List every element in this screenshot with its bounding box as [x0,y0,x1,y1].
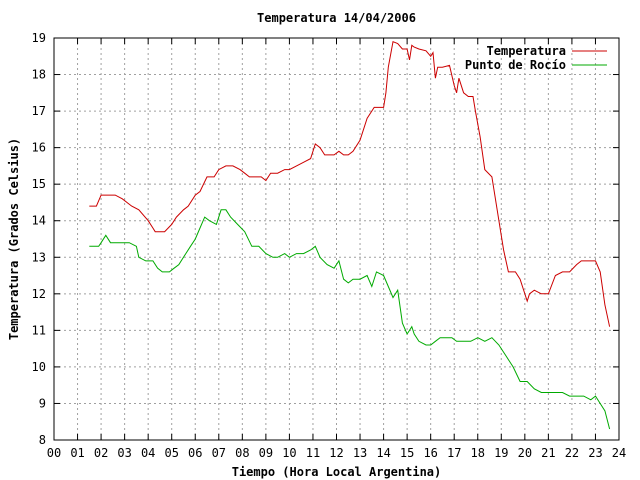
y-tick-label: 8 [39,433,46,447]
chart-title: Temperatura 14/04/2006 [257,11,416,25]
y-tick-label: 11 [32,323,46,337]
x-tick-label: 07 [212,446,226,460]
x-tick-label: 09 [259,446,273,460]
series-line-punto-de-rocio [89,209,611,430]
x-tick-label: 11 [306,446,320,460]
x-tick-label: 20 [518,446,532,460]
y-tick-label: 13 [32,250,46,264]
y-tick-label: 17 [32,104,46,118]
x-tick-label: 06 [188,446,202,460]
y-tick-label: 18 [32,68,46,82]
x-tick-label: 10 [282,446,296,460]
y-tick-label: 12 [32,287,46,301]
y-tick-label: 16 [32,141,46,155]
x-tick-label: 08 [235,446,249,460]
y-tick-label: 9 [39,396,46,410]
x-tick-label: 17 [447,446,461,460]
y-tick-label: 10 [32,360,46,374]
legend-label-temperatura: Temperatura [487,44,566,58]
legend-label-punto-de-rocio: Punto de Rocío [465,58,566,72]
legend: Temperatura Punto de Rocío [465,44,607,72]
x-tick-label: 15 [400,446,414,460]
x-tick-label: 12 [329,446,343,460]
y-tick-label: 15 [32,177,46,191]
x-tick-label: 23 [588,446,602,460]
y-tick-label: 14 [32,214,46,228]
x-tick-label: 02 [94,446,108,460]
x-tick-label: 01 [70,446,84,460]
x-tick-label: 14 [376,446,390,460]
x-tick-label: 21 [541,446,555,460]
x-tick-label: 03 [117,446,131,460]
x-tick-label: 16 [423,446,437,460]
x-tick-label: 05 [164,446,178,460]
grid [54,38,619,440]
ticks: 00 01 02 03 04 05 06 07 08 09 10 11 12 13 14 15 16 17 18 19… [32,31,627,460]
series-layer [89,41,611,430]
x-tick-label: 18 [471,446,485,460]
x-tick-label: 00 [47,446,61,460]
x-tick-label: 13 [353,446,367,460]
x-tick-label: 24 [612,446,626,460]
x-tick-label: 04 [141,446,155,460]
x-axis-label: Tiempo (Hora Local Argentina) [232,465,442,479]
y-axis-label: Temperatura (Grados Celsius) [7,138,21,340]
series-line-temperatura [89,41,611,327]
y-tick-label: 19 [32,31,46,45]
x-tick-label: 22 [565,446,579,460]
x-tick-label: 19 [494,446,508,460]
